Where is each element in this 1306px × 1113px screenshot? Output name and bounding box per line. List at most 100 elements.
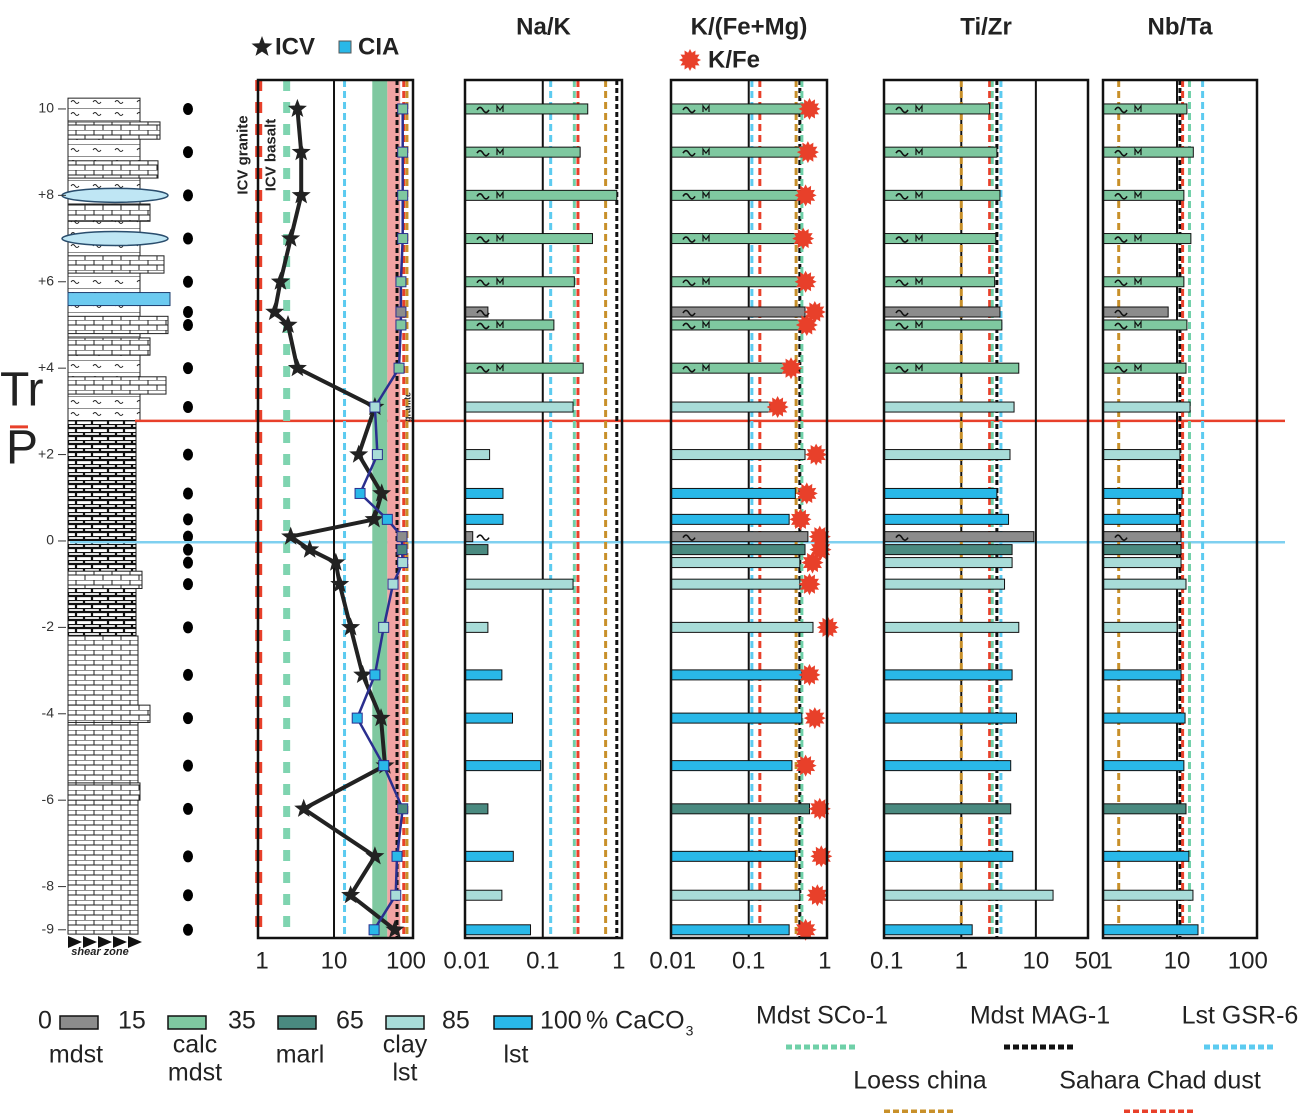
texture-mark xyxy=(915,320,923,328)
marker xyxy=(368,924,380,936)
marker xyxy=(278,315,298,333)
legend-unit: % CaCO xyxy=(586,1007,685,1035)
marker xyxy=(371,708,391,727)
bar xyxy=(670,544,806,556)
bar xyxy=(464,760,542,772)
marker xyxy=(397,803,409,815)
texture-mark xyxy=(682,534,696,541)
point xyxy=(801,551,824,574)
panel-title: Ti/Zr xyxy=(960,13,1012,40)
bar xyxy=(1102,924,1199,936)
x-tick-label: 0.01 xyxy=(443,947,490,974)
point xyxy=(780,357,802,380)
legend-swatch xyxy=(167,1015,207,1030)
bar xyxy=(883,712,1018,724)
texture-mark xyxy=(915,233,923,242)
column-bed xyxy=(67,160,159,179)
texture-mark xyxy=(496,104,504,112)
marker xyxy=(396,531,408,543)
sample-dot xyxy=(183,556,193,569)
marker xyxy=(397,189,409,201)
texture-mark xyxy=(895,279,909,287)
point xyxy=(792,227,815,250)
bar xyxy=(883,760,1012,772)
x-tick-label: 0.01 xyxy=(649,947,696,974)
sample-dot xyxy=(183,578,193,591)
marker xyxy=(281,228,301,247)
marker xyxy=(287,98,307,117)
bar xyxy=(883,401,1015,413)
texture-mark xyxy=(496,147,504,156)
x-tick-label: 1 xyxy=(955,947,968,974)
legend-swatch xyxy=(385,1015,425,1030)
point xyxy=(795,482,818,505)
texture-mark xyxy=(1114,309,1128,317)
marker xyxy=(390,889,402,901)
marker xyxy=(369,401,381,413)
lens xyxy=(61,187,169,204)
texture-mark xyxy=(915,276,923,285)
marker xyxy=(281,526,301,545)
sample-dot xyxy=(183,668,193,681)
texture-mark xyxy=(496,233,504,242)
bar xyxy=(670,513,790,525)
bar xyxy=(464,544,489,556)
reference-name: Mdst MAG-1 xyxy=(970,1002,1110,1030)
texture-mark xyxy=(702,320,710,328)
column-bed xyxy=(67,255,165,274)
texture-mark xyxy=(496,320,504,328)
panel-frame xyxy=(882,78,1090,940)
panel-frame xyxy=(463,78,624,940)
sample-dot xyxy=(183,275,193,288)
texture-mark xyxy=(895,193,909,200)
texture-mark xyxy=(915,147,923,156)
texture-mark xyxy=(702,147,710,156)
bar xyxy=(464,669,503,681)
texture-mark xyxy=(476,365,490,373)
lithology-column xyxy=(61,97,171,948)
sample-dot xyxy=(183,362,193,375)
point xyxy=(798,663,821,686)
marker xyxy=(291,142,311,161)
texture-mark xyxy=(682,279,696,287)
panel: 0.1 1 10 50 Ti/Zr xyxy=(870,13,1101,974)
texture-mark xyxy=(702,363,710,372)
marker xyxy=(365,846,385,865)
legend-class: lst xyxy=(393,1059,418,1087)
legend-marker xyxy=(251,36,273,56)
period-label: P xyxy=(6,422,38,475)
depth-tick-label: -6 xyxy=(42,791,55,807)
bar xyxy=(883,487,998,499)
texture-mark xyxy=(1114,279,1128,287)
panel-frame xyxy=(669,78,829,940)
bar xyxy=(1102,803,1187,815)
shear-arrow xyxy=(113,936,127,948)
bar xyxy=(1102,449,1181,461)
sample-dot xyxy=(183,232,193,245)
bar xyxy=(464,889,503,901)
texture-mark xyxy=(476,106,490,114)
x-tick-label: 10 xyxy=(1164,947,1191,974)
column-bed xyxy=(67,704,151,723)
bar xyxy=(670,924,790,936)
sample-dot xyxy=(183,850,193,863)
texture-mark xyxy=(496,363,504,372)
depth-tick-label: -8 xyxy=(42,877,55,893)
x-tick-label: 100 xyxy=(386,947,426,974)
sample-dot xyxy=(183,802,193,815)
legend-unit-sub: 3 xyxy=(686,1023,694,1039)
legend-class: clay xyxy=(383,1031,428,1059)
sample-dot xyxy=(183,530,193,543)
bar xyxy=(1102,760,1185,772)
bar xyxy=(464,803,489,815)
texture-mark xyxy=(895,534,909,541)
texture-mark xyxy=(1134,104,1142,112)
reference-name: Lst GSR-6 xyxy=(1182,1002,1299,1030)
bar xyxy=(464,449,491,461)
marker xyxy=(351,712,363,724)
texture-mark xyxy=(682,106,696,114)
marker xyxy=(265,302,285,321)
texture-mark xyxy=(682,365,696,373)
bar xyxy=(670,669,803,681)
